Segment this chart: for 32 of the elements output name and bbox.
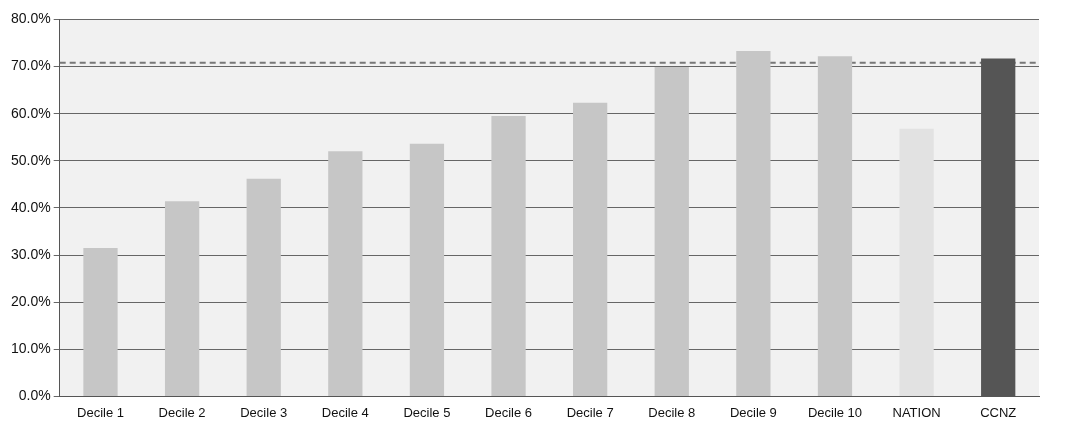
y-tick-label: 70.0% — [10, 57, 51, 74]
x-tick-label: Decile 2 — [158, 404, 206, 420]
y-tick-label: 80.0% — [10, 10, 51, 27]
bar — [899, 128, 934, 396]
x-tick-label: NATION — [892, 404, 941, 420]
bar — [83, 247, 118, 396]
x-tick-label: Decile 3 — [240, 404, 288, 420]
bar — [654, 67, 689, 396]
bar — [573, 102, 608, 396]
x-tick-label: Decile 7 — [566, 404, 614, 420]
y-tick-label: 30.0% — [10, 245, 51, 262]
bar — [246, 178, 281, 396]
bar — [409, 143, 445, 396]
bar — [491, 116, 526, 396]
x-tick-label: Decile 10 — [807, 404, 863, 420]
x-tick-label: Decile 8 — [648, 404, 696, 420]
y-tick-label: 60.0% — [10, 104, 51, 121]
bar — [328, 151, 363, 396]
y-tick-label: 50.0% — [10, 151, 51, 168]
x-tick-label: Decile 9 — [729, 404, 777, 420]
y-tick-label: 0.0% — [18, 387, 51, 404]
x-tick-label: Decile 4 — [321, 404, 369, 420]
x-tick-label: Decile 1 — [77, 404, 124, 420]
x-tick-label: Decile 5 — [403, 404, 451, 420]
bar — [817, 56, 853, 396]
y-tick-label: 40.0% — [10, 198, 51, 215]
x-tick-label: Decile 6 — [485, 404, 533, 420]
y-tick-label: 20.0% — [10, 293, 51, 310]
y-tick-label: 10.0% — [10, 340, 51, 357]
bar — [164, 201, 200, 396]
bar — [736, 50, 771, 396]
x-tick-label: CCNZ — [980, 404, 1017, 420]
